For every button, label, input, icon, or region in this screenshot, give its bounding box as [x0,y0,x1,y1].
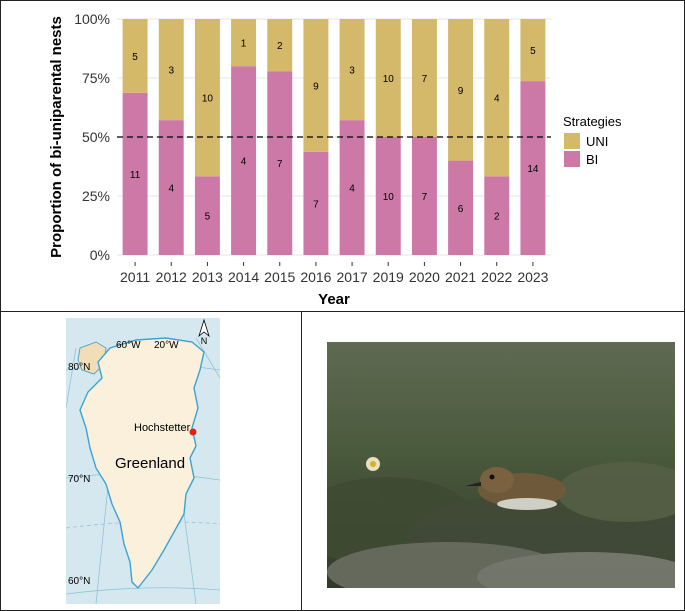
x-tick-label: 2021 [445,269,476,285]
data-label-bi: 14 [527,164,539,175]
lat-label-80n: 80°N [68,362,90,373]
x-tick-label: 2014 [228,269,259,285]
y-tick-label: 25% [82,188,110,204]
flower-icon [366,457,380,471]
data-label-bi: 7 [422,192,428,203]
bar-uni [520,19,546,82]
data-label-bi: 7 [313,199,319,210]
tundra-vegetation [327,462,675,588]
lat-label-70n: 70°N [68,474,90,485]
bar-bi [231,66,257,255]
data-label-bi: 11 [130,170,141,181]
bar-uni [303,19,329,152]
site-marker [189,428,197,436]
bar-bi [194,176,220,255]
north-arrow-icon: N [198,318,210,346]
bird-nest-photo [327,342,675,588]
north-label: N [201,336,208,346]
bar-bi [411,137,437,255]
bar-chart: 11 5 4 3 5 10 4 1 7 2 7 9 4 3 10 10 7 7 6 9 2 4 14 5 0% 25% 50% 75… [48,11,622,308]
bar-uni [411,19,437,137]
data-label-bi: 2 [494,212,500,223]
lat-label-60n: 60°N [68,576,90,587]
x-tick-label: 2020 [409,269,440,285]
data-label-uni: 5 [530,46,536,57]
bird-icon [465,467,566,510]
bar-bi [158,120,184,256]
bar-bi [303,151,329,255]
y-tick-label: 0% [90,247,110,263]
chart-bars: 11 5 4 3 5 10 4 1 7 2 7 9 4 3 10 10 7 7 6 9 2 4 14 5 [122,19,546,256]
data-label-uni: 9 [458,86,464,97]
panel-divider-vertical [301,312,302,611]
x-tick-label: 2013 [192,269,223,285]
x-tick-label: 2016 [300,269,331,285]
bar-uni [484,19,510,177]
bar-uni [158,19,184,121]
data-label-bi: 4 [349,184,355,195]
data-label-uni: 7 [422,74,428,85]
legend-title: Strategies [563,114,622,129]
map-labels: 60°W 20°W 80°N 70°N 60°N Greenland Hochs… [68,340,191,587]
x-tick-label: 2015 [264,269,295,285]
greenland-map: 60°W 20°W 80°N 70°N 60°N Greenland Hochs… [66,318,220,604]
bar-bi [484,176,510,255]
data-label-uni: 10 [202,94,214,105]
data-label-uni: 1 [241,39,247,50]
bar-uni [375,19,401,137]
x-tick-labels: 2011 2012 2013 2014 2015 2016 2017 2019 2020 2021… [120,262,549,285]
y-tick-label: 50% [82,129,110,145]
data-label-bi: 5 [205,212,211,223]
legend-swatch-bi [564,151,580,167]
x-axis-label: Year [318,291,350,308]
legend-label-bi: BI [586,152,598,167]
legend-swatch-uni [564,133,580,149]
bar-bi [339,120,365,256]
lon-label-20w: 20°W [154,340,179,351]
y-tick-labels: 0% 25% 50% 75% 100% [74,11,110,263]
x-tick-label: 2012 [156,269,187,285]
data-label-uni: 5 [132,52,138,63]
data-label-uni: 9 [313,81,319,92]
panel-divider-horizontal [0,311,685,312]
x-tick-label: 2011 [120,269,150,285]
y-tick-label: 100% [74,11,110,27]
data-label-uni: 2 [277,41,283,52]
bar-bi [520,81,546,256]
legend-label-uni: UNI [586,134,608,149]
site-label-hochstetter: Hochstetter [134,422,191,434]
bar-uni [122,19,148,93]
bar-uni [339,19,365,121]
y-tick-label: 75% [82,70,110,86]
x-tick-label: 2019 [373,269,404,285]
lon-label-60w: 60°W [116,340,141,351]
y-axis-label: Proportion of bi-uniparental nests [48,16,65,258]
data-label-uni: 3 [349,66,355,77]
bar-bi [122,92,148,255]
x-tick-label: 2022 [481,269,512,285]
bar-uni [194,19,220,177]
bar-uni [231,19,257,67]
data-label-bi: 7 [277,159,283,170]
bar-uni [267,19,293,72]
bar-bi [267,71,293,255]
x-tick-label: 2017 [337,269,368,285]
legend: Strategies UNI BI [563,114,622,167]
greenland-label: Greenland [115,455,185,472]
data-label-uni: 10 [383,74,395,85]
bar-bi [375,137,401,255]
greenland-landmass [79,337,205,590]
data-label-uni: 3 [168,66,174,77]
data-label-bi: 10 [383,192,395,203]
bar-bi [448,160,474,255]
data-label-uni: 4 [494,94,500,105]
data-label-bi: 6 [458,204,464,215]
data-label-bi: 4 [168,184,174,195]
data-label-bi: 4 [241,157,247,168]
x-tick-label: 2023 [517,269,548,285]
